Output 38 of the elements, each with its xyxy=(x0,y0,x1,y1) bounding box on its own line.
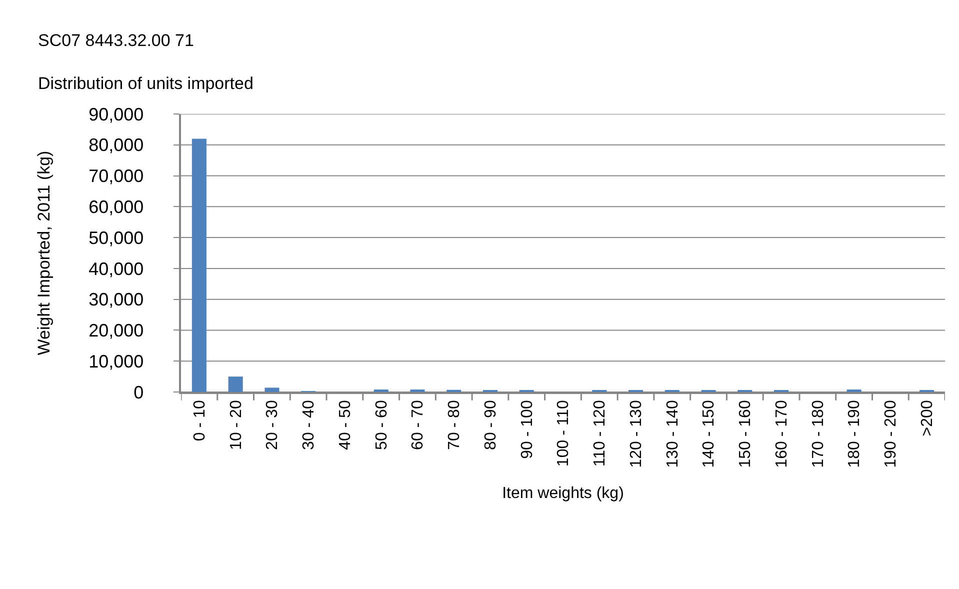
x-tick-label: 0 - 10 xyxy=(191,400,208,442)
bar xyxy=(192,138,206,392)
bar xyxy=(228,376,243,392)
y-tick-label: 70,000 xyxy=(88,166,144,186)
chart-subtitle: Distribution of units imported xyxy=(38,74,254,93)
x-axis-title: Item weights (kg) xyxy=(502,484,624,502)
x-tick-label: >200 xyxy=(919,400,936,436)
y-tick-label: 60,000 xyxy=(88,196,144,217)
y-tick-label: 20,000 xyxy=(88,320,144,341)
y-tick-label: 50,000 xyxy=(88,228,144,248)
x-tick-label: 110 - 120 xyxy=(592,400,609,467)
y-tick-label: 0 xyxy=(134,382,144,402)
x-tick-label: 150 - 160 xyxy=(737,400,754,468)
x-tick-label: 80 - 90 xyxy=(482,400,500,450)
y-tick-label: 40,000 xyxy=(88,258,144,279)
x-tick-label: 120 - 130 xyxy=(628,400,645,468)
x-tick-label: 180 - 190 xyxy=(846,400,864,468)
chart-title: SC07 8443.32.00 71 xyxy=(38,30,194,50)
x-tick-label: 100 - 110 xyxy=(555,400,572,467)
x-tick-label: 170 - 180 xyxy=(810,400,827,468)
x-tick-label: 70 - 80 xyxy=(446,400,464,450)
x-tick-label: 20 - 30 xyxy=(264,400,282,450)
y-tick-label: 10,000 xyxy=(88,351,144,372)
x-tick-label: 140 - 150 xyxy=(700,400,718,468)
x-tick-label: 10 - 20 xyxy=(228,400,245,450)
x-tick-label: 30 - 40 xyxy=(300,400,318,450)
x-tick-label: 40 - 50 xyxy=(336,400,354,450)
y-axis-title: Weight Imported, 2011 (kg) xyxy=(34,150,54,356)
x-tick-label: 130 - 140 xyxy=(664,400,682,468)
y-tick-label: 80,000 xyxy=(88,135,144,156)
bar xyxy=(264,388,280,392)
x-tick-label: 60 - 70 xyxy=(410,400,427,450)
y-tick-label: 30,000 xyxy=(88,290,144,310)
x-tick-label: 190 - 200 xyxy=(882,400,900,468)
x-tick-label: 50 - 60 xyxy=(373,400,390,450)
x-tick-label: 90 - 100 xyxy=(518,400,536,459)
y-tick-label: 90,000 xyxy=(88,104,144,124)
x-tick-label: 160 - 170 xyxy=(773,400,790,468)
